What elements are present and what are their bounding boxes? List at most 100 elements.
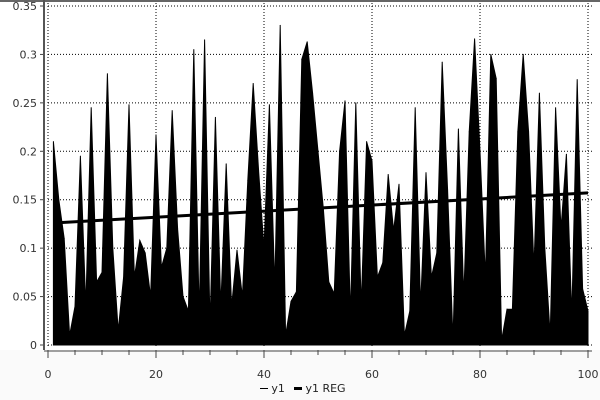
- point-y1: [479, 150, 481, 152]
- point-y1: [63, 237, 65, 239]
- point-y1: [193, 49, 195, 51]
- point-y1: [447, 189, 449, 191]
- point-y1: [306, 41, 308, 43]
- point-y1: [182, 296, 184, 298]
- point-y1: [187, 310, 189, 312]
- y-tick-label: 0.35: [13, 0, 38, 13]
- point-y1: [425, 172, 427, 174]
- point-y1: [220, 305, 222, 307]
- x-tick-label: 0: [45, 368, 52, 381]
- point-y1: [409, 310, 411, 312]
- point-y1: [360, 305, 362, 307]
- point-y1: [457, 128, 459, 130]
- point-y1: [150, 296, 152, 298]
- point-y1: [587, 310, 589, 312]
- point-y1: [274, 286, 276, 288]
- x-tick-label: 60: [365, 368, 379, 381]
- point-y1: [117, 329, 119, 331]
- point-y1: [241, 296, 243, 298]
- point-y1: [133, 276, 135, 278]
- point-y1: [474, 38, 476, 40]
- x-tick-label: 40: [257, 368, 271, 381]
- point-y1: [582, 288, 584, 290]
- point-y1: [295, 291, 297, 293]
- point-y1: [452, 339, 454, 341]
- x-tick-label: 80: [473, 368, 487, 381]
- legend-label-y1: y1: [271, 381, 285, 395]
- point-y1: [214, 116, 216, 118]
- point-y1: [382, 262, 384, 264]
- x-tick-label: 100: [578, 368, 599, 381]
- point-y1: [538, 92, 540, 94]
- point-y1: [533, 267, 535, 269]
- point-y1: [393, 230, 395, 232]
- point-y1: [571, 315, 573, 317]
- point-y1: [198, 315, 200, 317]
- point-y1: [177, 228, 179, 230]
- point-y1: [544, 247, 546, 249]
- point-y1: [128, 104, 130, 106]
- point-y1: [209, 325, 211, 327]
- point-y1: [414, 107, 416, 109]
- point-y1: [139, 239, 141, 241]
- point-y1: [171, 110, 173, 112]
- y-tick-label: 0.05: [13, 291, 38, 304]
- point-y1: [247, 179, 249, 181]
- point-y1: [144, 252, 146, 254]
- point-y1: [522, 53, 524, 55]
- point-y1: [79, 155, 81, 157]
- point-y1: [420, 305, 422, 307]
- point-y1: [155, 134, 157, 136]
- point-y1: [290, 300, 292, 302]
- point-y1: [549, 334, 551, 336]
- point-y1: [166, 247, 168, 249]
- legend: y1 y1 REG: [0, 381, 600, 395]
- legend-label-y1-reg: y1 REG: [305, 381, 346, 395]
- point-y1: [506, 308, 508, 310]
- y-tick-label: 0.15: [13, 194, 38, 207]
- point-y1: [268, 104, 270, 106]
- point-y1: [528, 131, 530, 133]
- point-y1: [484, 276, 486, 278]
- point-y1: [225, 163, 227, 165]
- point-y1: [252, 82, 254, 84]
- bottom-panel: [0, 350, 600, 400]
- point-y1: [339, 150, 341, 152]
- point-y1: [74, 305, 76, 307]
- point-y1: [236, 249, 238, 251]
- point-y1: [355, 102, 357, 104]
- point-y1: [366, 141, 368, 143]
- point-y1: [387, 174, 389, 176]
- point-y1: [328, 281, 330, 283]
- point-y1: [495, 78, 497, 80]
- y-tick-label: 0.2: [20, 145, 38, 158]
- point-y1: [376, 276, 378, 278]
- point-y1: [565, 153, 567, 155]
- point-y1: [69, 334, 71, 336]
- point-y1: [349, 315, 351, 317]
- point-y1: [317, 150, 319, 152]
- point-y1: [511, 308, 513, 310]
- point-y1: [403, 334, 405, 336]
- line-y1-reg: [53, 191, 589, 225]
- point-y1: [52, 141, 54, 143]
- x-tick-label: 20: [149, 368, 163, 381]
- point-y1: [555, 107, 557, 109]
- point-y1: [258, 170, 260, 172]
- point-y1: [517, 131, 519, 133]
- legend-swatch-y1: [260, 387, 269, 389]
- point-y1: [333, 293, 335, 295]
- point-y1: [90, 107, 92, 109]
- point-y1: [430, 276, 432, 278]
- point-y1: [101, 271, 103, 273]
- point-y1: [301, 58, 303, 60]
- point-y1: [123, 276, 125, 278]
- point-y1: [263, 247, 265, 249]
- series-layer: [52, 24, 589, 346]
- y-tick-label: 0: [30, 339, 37, 352]
- point-y1: [501, 339, 503, 341]
- point-y1: [436, 252, 438, 254]
- y-tick-label: 0.25: [13, 97, 38, 110]
- point-y1: [576, 79, 578, 81]
